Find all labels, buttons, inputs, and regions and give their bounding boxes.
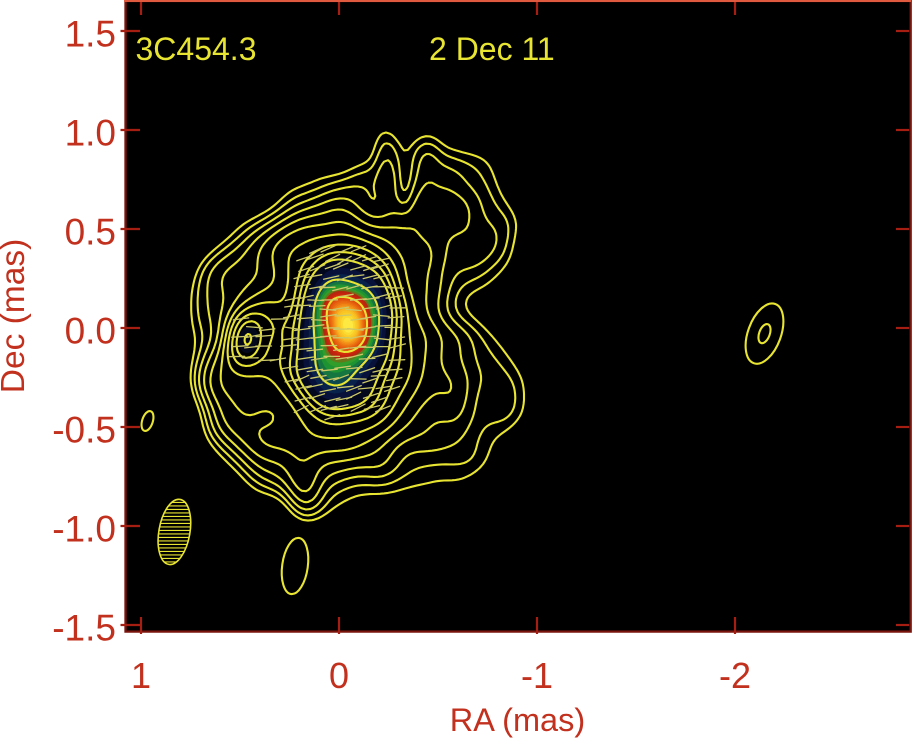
svg-text:0.0: 0.0: [65, 311, 116, 352]
svg-text:-1.5: -1.5: [52, 608, 116, 649]
svg-text:1.5: 1.5: [65, 14, 116, 55]
svg-text:-2: -2: [719, 655, 751, 696]
svg-text:2 Dec 11: 2 Dec 11: [429, 31, 555, 67]
svg-text:RA (mas): RA (mas): [450, 702, 585, 738]
svg-text:-1: -1: [521, 655, 553, 696]
svg-text:0.5: 0.5: [65, 212, 116, 253]
svg-text:3C454.3: 3C454.3: [136, 31, 257, 67]
svg-text:1: 1: [131, 655, 151, 696]
svg-text:Dec (mas): Dec (mas): [0, 239, 32, 393]
svg-text:1.0: 1.0: [65, 113, 116, 154]
svg-text:-0.5: -0.5: [52, 410, 116, 451]
svg-text:-1.0: -1.0: [52, 509, 116, 550]
svg-text:0: 0: [329, 655, 349, 696]
